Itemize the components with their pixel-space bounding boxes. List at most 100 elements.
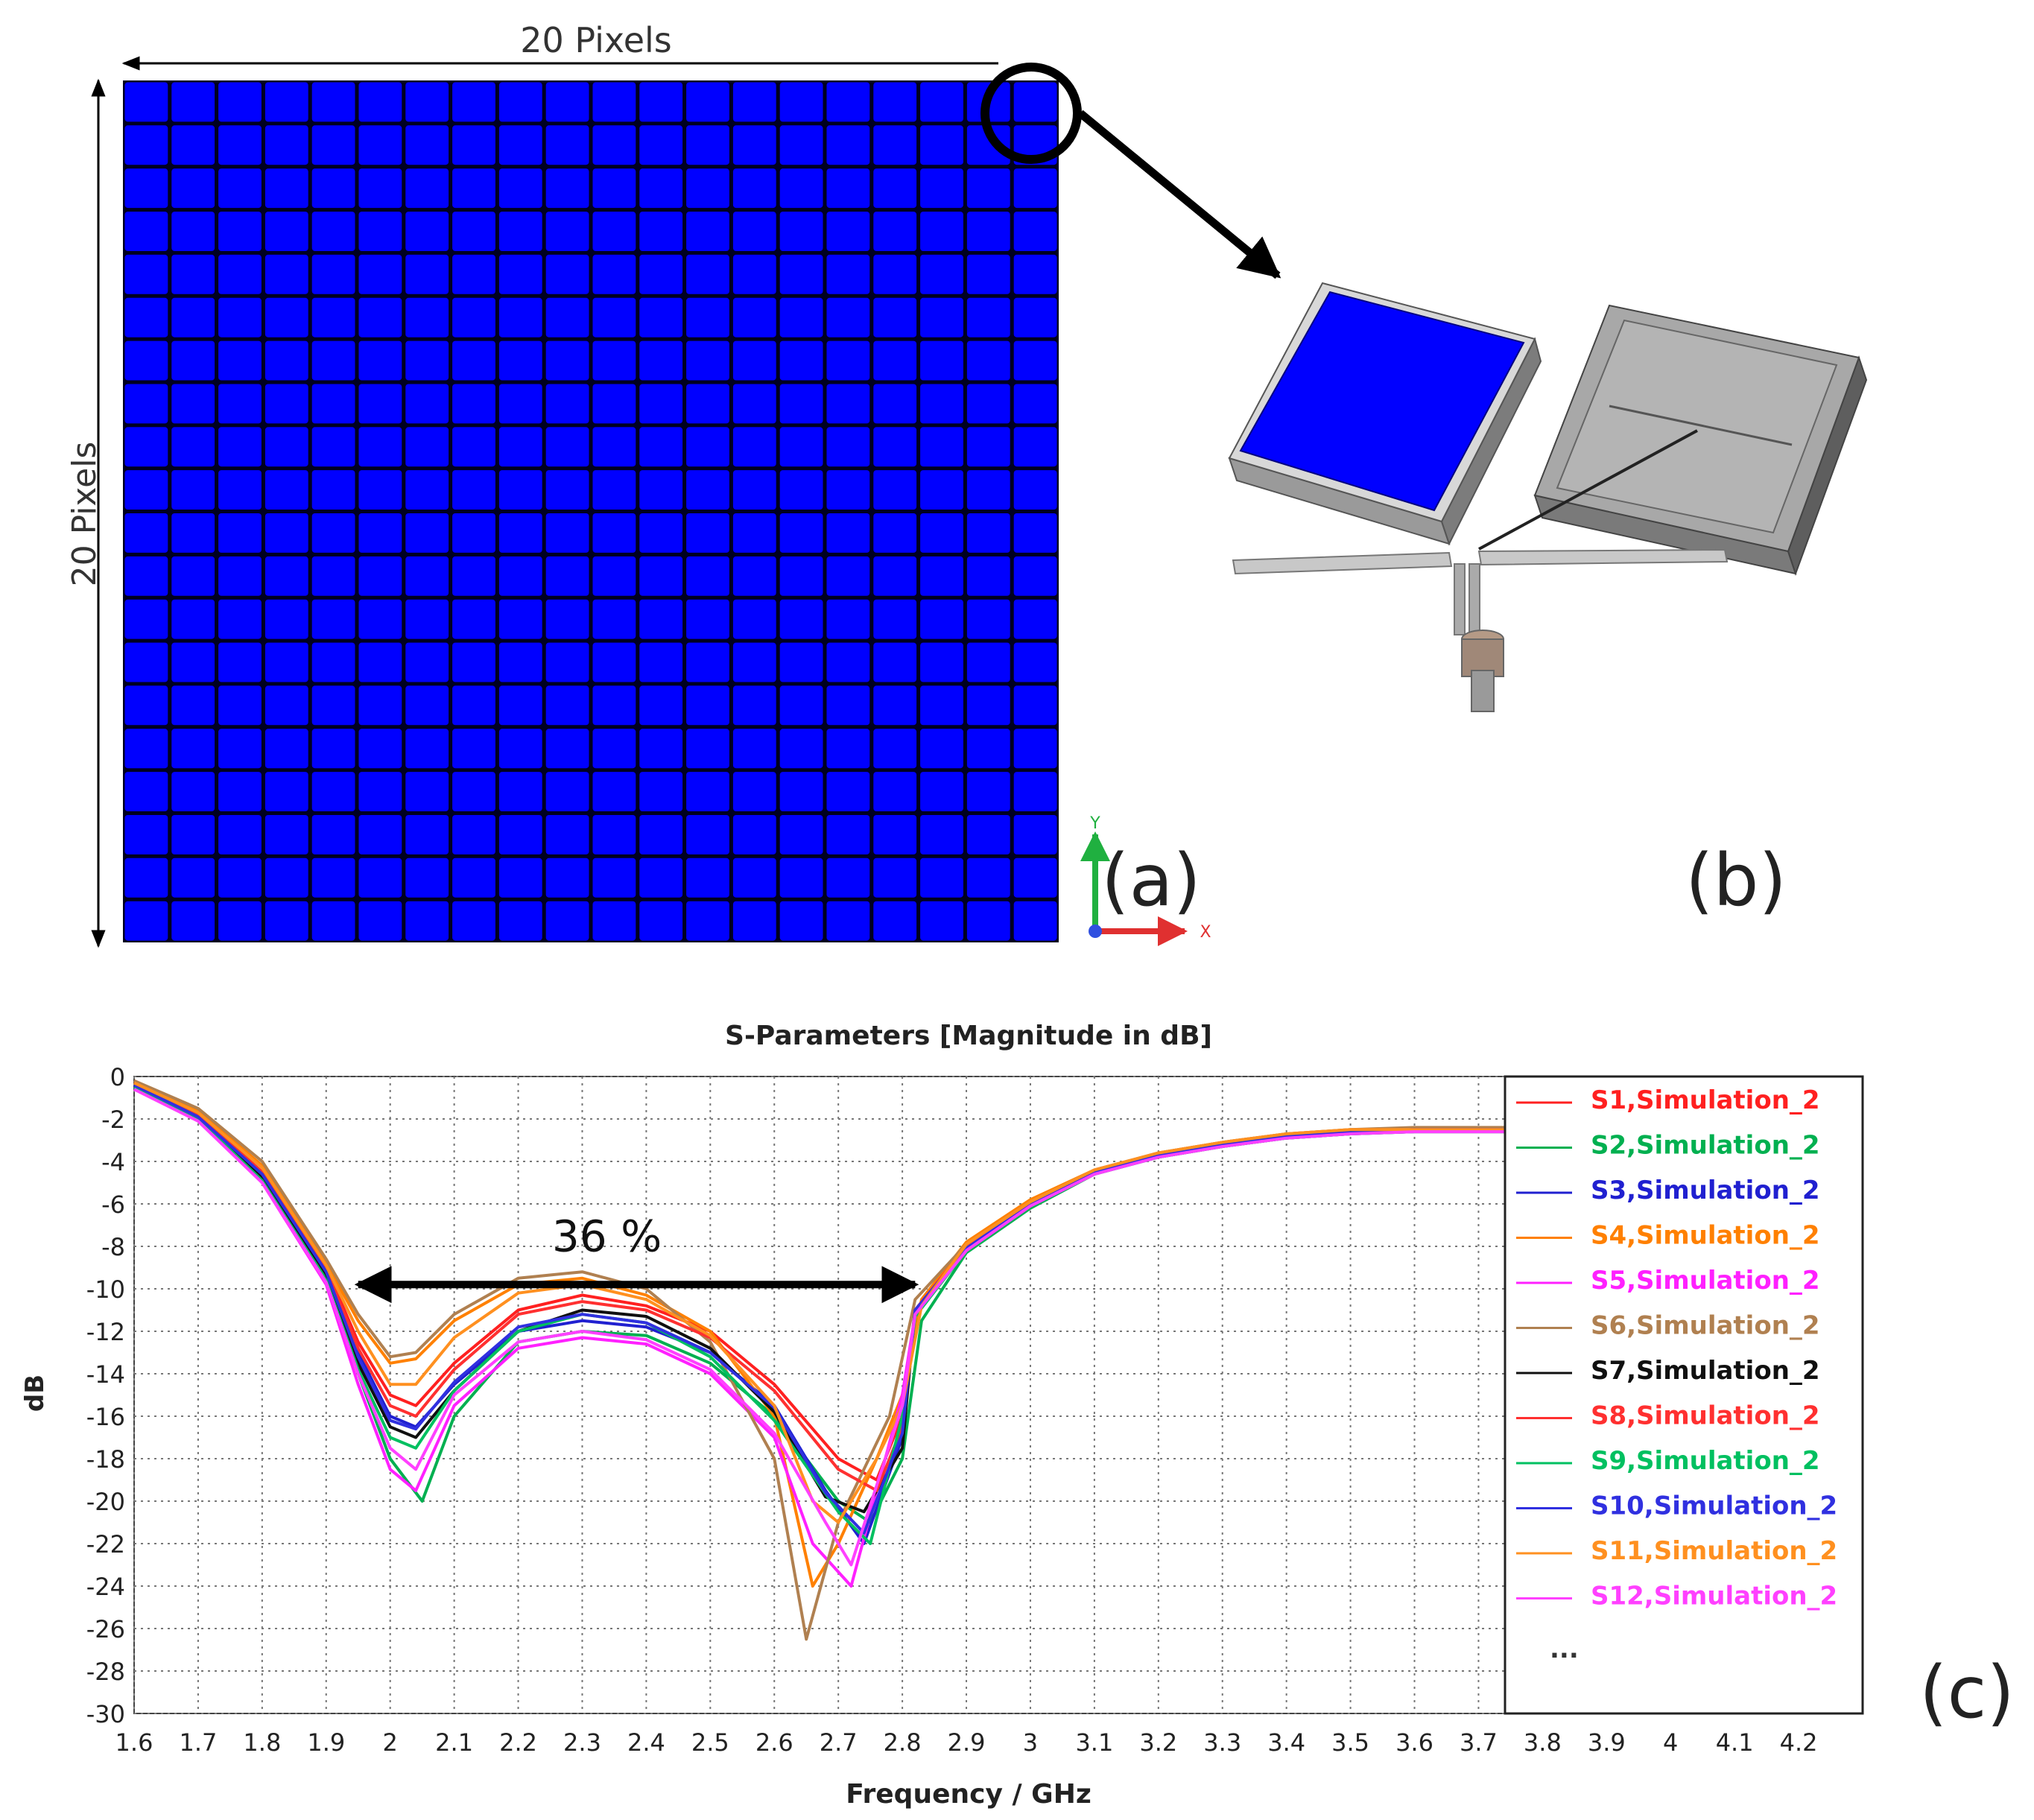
pixel-cell <box>311 340 355 381</box>
pixel-cell <box>218 901 262 941</box>
x-tick-label: 3.2 <box>1139 1728 1177 1757</box>
pixel-cell <box>124 556 168 596</box>
legend-label: S10,Simulation_2 <box>1591 1491 1837 1521</box>
pixel-cell <box>498 125 542 165</box>
pixel-cell <box>639 470 683 510</box>
pixel-cell <box>171 427 215 467</box>
pixel-cell <box>1013 815 1057 854</box>
pixel-cell <box>1013 82 1057 122</box>
pixel-cell <box>873 212 917 251</box>
pixel-cell <box>966 212 1010 251</box>
pixel-cell <box>686 513 729 553</box>
pixel-cell <box>826 470 870 510</box>
pixel-cell <box>264 384 308 424</box>
pixel-cell <box>779 427 823 467</box>
pixel-cell <box>452 901 495 941</box>
pixel-cell <box>639 685 683 726</box>
pixel-cell <box>779 470 823 510</box>
pixel-cell <box>732 254 776 294</box>
pixel-cell <box>264 599 308 639</box>
pixel-cell <box>732 340 776 381</box>
pixel-cell <box>452 599 495 639</box>
pixel-cell <box>545 556 589 596</box>
pixel-cell <box>873 470 917 510</box>
pixel-cell <box>779 212 823 251</box>
pixel-cell <box>498 901 542 941</box>
pixel-cell <box>358 729 402 769</box>
legend-label: S5,Simulation_2 <box>1591 1266 1820 1296</box>
pixel-cell <box>592 901 636 941</box>
pixel-cell <box>686 815 729 854</box>
pixel-cell <box>779 513 823 553</box>
pixel-cell <box>311 729 355 769</box>
y-tick-label: -6 <box>101 1190 125 1219</box>
x-axis-label: Frequency / GHz <box>846 1779 1092 1810</box>
pixel-cell <box>873 168 917 209</box>
pixel-cell <box>264 212 308 251</box>
y-tick-label: -20 <box>86 1488 125 1516</box>
pixel-cell <box>218 340 262 381</box>
pixel-cell <box>452 513 495 553</box>
pixel-cell <box>966 729 1010 769</box>
pixel-cell <box>264 125 308 165</box>
pixel-cell <box>873 642 917 682</box>
pixel-cell <box>545 599 589 639</box>
pixel-cell <box>779 815 823 854</box>
pixel-cell <box>920 685 963 726</box>
pixel-cell <box>498 772 542 811</box>
pixel-cell <box>452 685 495 726</box>
x-tick-label: 2 <box>383 1728 398 1757</box>
pixel-cell <box>498 556 542 596</box>
pixel-cell <box>826 815 870 854</box>
pixel-cell <box>264 168 308 209</box>
pixel-cell <box>592 556 636 596</box>
pixel-cell <box>826 729 870 769</box>
pixel-cell <box>920 815 963 854</box>
pixel-cell <box>171 815 215 854</box>
pixel-cell <box>826 857 870 898</box>
pixel-cell <box>405 297 449 337</box>
pixel-cell <box>264 297 308 337</box>
x-tick-label: 2.1 <box>435 1728 473 1757</box>
pixel-cell <box>1013 297 1057 337</box>
pixel-cell <box>966 772 1010 811</box>
pixel-cell <box>639 642 683 682</box>
pixel-cell <box>686 297 729 337</box>
pixel-cell <box>264 340 308 381</box>
pixel-cell <box>1013 857 1057 898</box>
x-tick-label: 3.9 <box>1588 1728 1626 1757</box>
pixel-cell <box>545 254 589 294</box>
pixel-cell <box>124 857 168 898</box>
panel-a: 20 Pixels 20 Pixels Y X (a) <box>66 20 1281 948</box>
pixel-cell <box>498 212 542 251</box>
pixel-cell <box>452 254 495 294</box>
pixel-cell <box>873 513 917 553</box>
pixel-cell <box>405 427 449 467</box>
pixel-cell <box>358 642 402 682</box>
pixel-cell <box>732 168 776 209</box>
legend: S1,Simulation_2 S2,Simulation_2 S3,Simulat… <box>1504 1075 1864 1715</box>
pixel-cell <box>218 254 262 294</box>
pixel-cell <box>592 427 636 467</box>
x-tick-label: 1.7 <box>179 1728 217 1757</box>
pixel-cell <box>124 297 168 337</box>
pixel-cell <box>732 685 776 726</box>
pixel-cell <box>452 642 495 682</box>
x-tick-label: 2.8 <box>884 1728 922 1757</box>
pixel-cell <box>873 125 917 165</box>
pixel-cell <box>358 384 402 424</box>
pixel-cell <box>171 125 215 165</box>
pixel-cell <box>639 254 683 294</box>
pixel-cell <box>124 82 168 122</box>
pixel-cell <box>452 82 495 122</box>
pixel-cell <box>264 815 308 854</box>
x-tick-label: 3.3 <box>1203 1728 1241 1757</box>
panel-b-label: (b) <box>1685 839 1787 922</box>
pixel-cell <box>358 556 402 596</box>
pixel-cell <box>1013 901 1057 941</box>
pixel-cell <box>171 168 215 209</box>
pixel-cell <box>358 857 402 898</box>
pixel-cell <box>218 599 262 639</box>
pixel-cell <box>311 901 355 941</box>
